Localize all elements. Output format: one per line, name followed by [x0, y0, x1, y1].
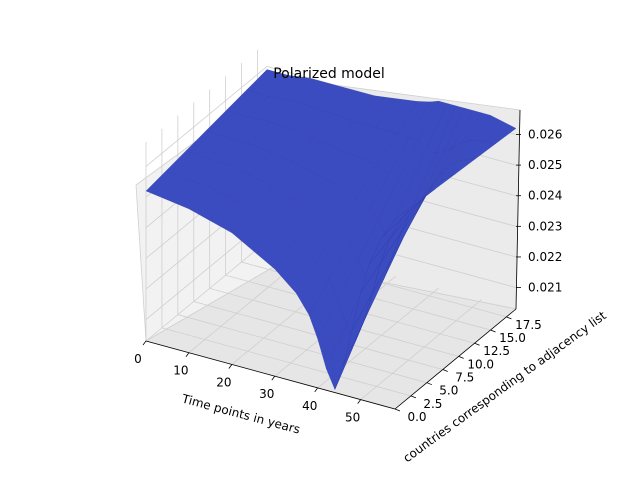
y-tick-mark [410, 395, 417, 399]
grid-line-x [145, 240, 268, 342]
x-tick-label: 10 [173, 364, 188, 378]
y-tick-label: 5.0 [439, 384, 458, 398]
x-tick-label: 50 [345, 411, 360, 425]
chart-title: Polarized model [273, 66, 385, 82]
x-tick-mark [314, 387, 319, 393]
x-tick-label: 40 [302, 399, 317, 413]
x-ticks: 0 10 20 30 40 50 [134, 340, 361, 425]
z-tick-label: 0.025 [528, 158, 562, 172]
x-tick-mark [357, 399, 361, 404]
z-tick-label: 0.024 [528, 189, 562, 203]
z-tick-label: 0.022 [528, 250, 562, 264]
y-tick-label: 10.0 [467, 357, 494, 371]
z-tick-label: 0.021 [528, 281, 562, 295]
y-tick-mark [506, 316, 512, 320]
x-axis-label: Time points in years [180, 391, 302, 436]
y-tick-label: 0.0 [407, 410, 426, 424]
y-tick-mark [458, 355, 464, 359]
grid-line-x [360, 299, 482, 400]
y-tick-mark [426, 382, 432, 386]
surface-facet [482, 121, 517, 144]
x-tick-mark [228, 364, 233, 369]
x-tick-mark [271, 375, 276, 381]
y-tick-label: 2.5 [423, 397, 442, 411]
y-tick-mark [474, 342, 480, 346]
y-tick-mark [490, 329, 496, 333]
z-tick-label: 0.026 [528, 127, 562, 141]
x-tick-label: 0 [134, 352, 142, 366]
y-axis-line [394, 308, 517, 410]
y-tick-mark [394, 408, 401, 412]
y-tick-label: 15.0 [499, 331, 526, 345]
x-axis-line [145, 340, 396, 410]
surface [145, 69, 517, 390]
z-ticks: 0.021 0.022 0.023 0.024 0.025 0.026 [516, 127, 562, 295]
x-tick-label: 20 [216, 375, 231, 389]
y-tick-label: 7.5 [455, 371, 474, 385]
z-axis-line [515, 109, 521, 310]
y-tick-label: 12.5 [483, 344, 510, 358]
z-tick-label: 0.023 [528, 219, 562, 233]
y-tick-label: 17.5 [515, 318, 542, 332]
x-tick-label: 30 [259, 387, 274, 401]
y-ticks: 0.02.55.07.510.012.515.017.5 [394, 316, 542, 424]
x-tick-mark [185, 352, 190, 357]
x-tick-mark [142, 340, 147, 346]
y-tick-mark [442, 369, 448, 372]
